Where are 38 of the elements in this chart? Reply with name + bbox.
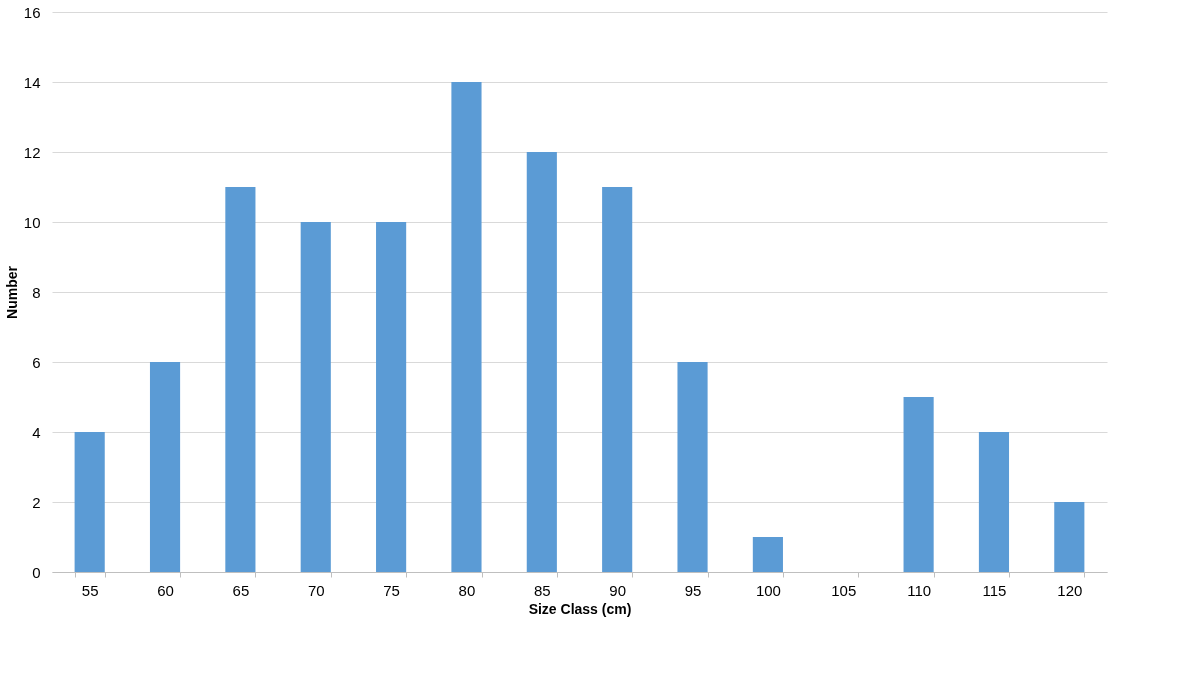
y-tick-label: 6 xyxy=(32,353,41,371)
y-tick-label: 16 xyxy=(23,3,41,21)
y-axis-title: Number xyxy=(3,265,20,319)
x-tick-label: 105 xyxy=(831,581,857,599)
bar xyxy=(903,397,934,572)
bar xyxy=(225,187,256,572)
x-tick-label: 120 xyxy=(1057,581,1083,599)
bar xyxy=(602,187,633,572)
bar xyxy=(451,82,482,572)
x-tick-label: 80 xyxy=(458,581,476,599)
bar xyxy=(149,362,181,572)
bar xyxy=(978,432,1010,572)
x-tick-label: 110 xyxy=(907,581,932,599)
bar xyxy=(376,222,407,572)
y-tick-label: 0 xyxy=(32,563,41,581)
x-tick-label: 75 xyxy=(383,581,400,599)
y-tick-label: 2 xyxy=(32,493,41,511)
x-tick-label: 90 xyxy=(609,581,627,599)
bar xyxy=(74,432,105,572)
bar xyxy=(526,152,557,572)
y-tick-label: 12 xyxy=(23,143,41,161)
x-axis-title: Size Class (cm) xyxy=(528,600,632,617)
x-tick-label: 55 xyxy=(81,581,99,599)
x-tick-label: 60 xyxy=(157,581,174,599)
x-tick-label: 85 xyxy=(533,581,551,599)
y-tick-label: 10 xyxy=(23,213,41,231)
y-tick-label: 4 xyxy=(32,423,41,441)
bar xyxy=(1054,502,1085,572)
x-tick-label: 100 xyxy=(755,581,781,599)
y-tick-label: 8 xyxy=(32,283,41,301)
bar xyxy=(677,362,708,572)
x-tick-label: 70 xyxy=(307,581,325,599)
bar xyxy=(752,537,783,572)
x-tick-label: 115 xyxy=(982,581,1007,599)
bar xyxy=(300,222,331,572)
x-tick-label: 65 xyxy=(232,581,250,599)
x-tick-label: 95 xyxy=(684,581,702,599)
y-tick-label: 14 xyxy=(23,73,41,91)
